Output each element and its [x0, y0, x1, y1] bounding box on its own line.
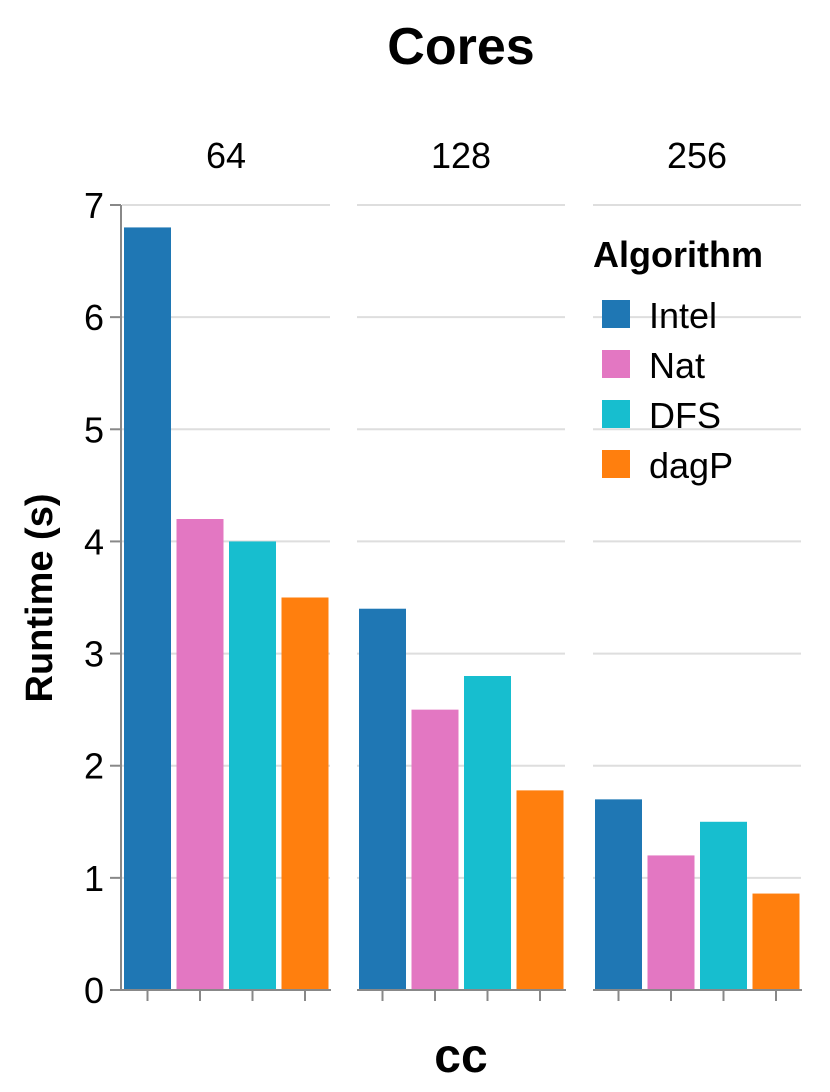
bar-nat-256 [647, 855, 695, 990]
y-tick-label-3: 3 [84, 634, 104, 675]
legend-swatch-intel [602, 300, 630, 328]
y-tick-label-7: 7 [84, 185, 104, 226]
facet-labels: 64 128 256 [206, 135, 727, 176]
bar-dfs-64 [229, 541, 276, 990]
bar-intel-256 [595, 799, 642, 990]
bar-intel-64 [124, 227, 171, 990]
bar-dfs-256 [700, 821, 747, 990]
y-tick-label-2: 2 [84, 746, 104, 787]
legend-label-nat: Nat [649, 345, 705, 386]
y-tick-label-1: 1 [84, 858, 104, 899]
y-tick-label-0: 0 [84, 970, 104, 1011]
y-tick-label-6: 6 [84, 297, 104, 338]
y-axis-title: Runtime (s) [19, 494, 61, 703]
axes: 0 1 2 3 4 5 6 7 [84, 185, 802, 1011]
bar-dagp-256 [752, 893, 800, 990]
bar-nat-64 [176, 519, 224, 990]
facet-label-256: 256 [667, 135, 727, 176]
facet-label-128: 128 [431, 135, 491, 176]
chart-title: Cores [387, 18, 534, 76]
x-axis-title: cc [434, 1030, 487, 1083]
legend-label-dfs: DFS [649, 395, 721, 436]
bars [124, 227, 800, 990]
bar-dfs-128 [464, 676, 511, 990]
bar-intel-128 [359, 608, 406, 990]
y-tick-label-5: 5 [84, 409, 104, 450]
bar-nat-128 [411, 709, 459, 990]
y-tick-label-4: 4 [84, 521, 104, 562]
legend-swatch-dagp [602, 450, 630, 478]
facet-label-64: 64 [206, 135, 246, 176]
bar-dagp-64 [281, 597, 329, 990]
grid-lines [122, 204, 801, 879]
legend-title: Algorithm [593, 234, 763, 275]
legend-label-dagp: dagP [649, 445, 733, 486]
legend: Algorithm Intel Nat DFS dagP [593, 234, 763, 486]
legend-label-intel: Intel [649, 295, 717, 336]
legend-swatch-nat [602, 350, 630, 378]
legend-swatch-dfs [602, 400, 630, 428]
bar-dagp-128 [516, 790, 564, 990]
